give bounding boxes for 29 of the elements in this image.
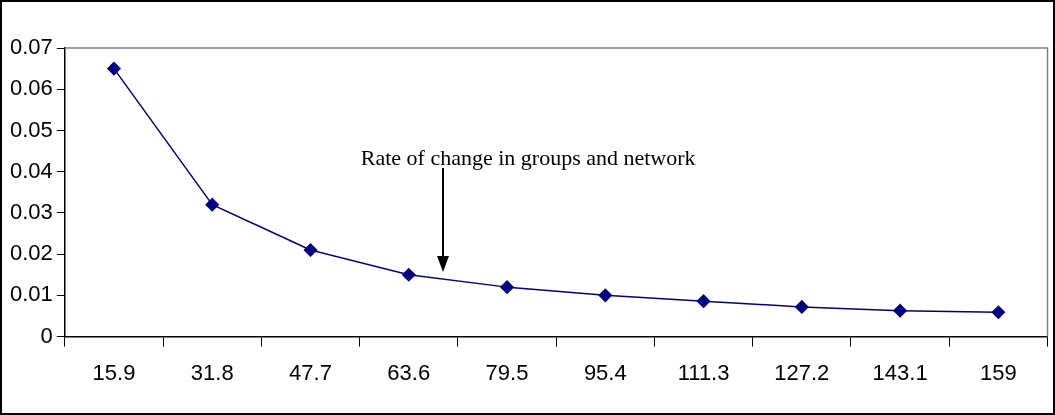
x-tick-label: 127.2 xyxy=(774,359,830,385)
point xyxy=(696,294,711,308)
x-tick-label: 47.7 xyxy=(289,359,332,385)
y-tick-label: 0.04 xyxy=(9,157,53,183)
x-tick-label: 95.4 xyxy=(583,359,627,385)
point xyxy=(598,288,613,303)
x-tick-label: 63.6 xyxy=(387,359,431,385)
x-tick-label: 159 xyxy=(980,359,1017,385)
y-tick-label: 0.03 xyxy=(9,198,53,224)
point xyxy=(991,305,1006,320)
y-tick-label: 0.01 xyxy=(9,281,53,307)
point xyxy=(402,268,416,282)
x-tick-label: 143.1 xyxy=(872,359,928,385)
x-tick-label: 31.8 xyxy=(190,359,234,385)
point xyxy=(107,61,121,76)
point xyxy=(205,197,219,212)
x-tick-label: 79.5 xyxy=(485,359,529,385)
y-tick-label: 0.07 xyxy=(9,34,53,60)
annotation: Rate of change in groups and network xyxy=(360,145,696,170)
point xyxy=(795,300,809,314)
x-tick-label: 111.3 xyxy=(677,359,730,385)
y-tick-label: 0.05 xyxy=(9,116,53,142)
x-tick-label: 15.9 xyxy=(92,359,136,385)
y-tick-label: 0 xyxy=(40,322,53,348)
y-tick-label: 0.06 xyxy=(9,75,53,101)
y-tick-label: 0.02 xyxy=(9,240,53,266)
point xyxy=(303,243,318,257)
point xyxy=(893,303,907,318)
point xyxy=(500,280,514,294)
